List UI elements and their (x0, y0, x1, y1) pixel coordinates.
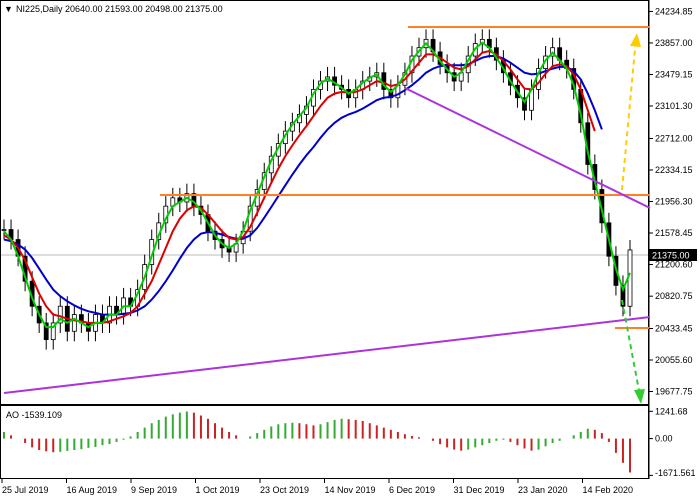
candle-body (522, 97, 527, 111)
time-tick-label: 16 Aug 2019 (67, 485, 118, 495)
ao-tick-label: 1241.68 (655, 406, 688, 416)
candle-body (1, 229, 7, 231)
ma-mid-line (3, 49, 596, 324)
ao-histogram (3, 411, 631, 473)
candle-body (50, 322, 56, 341)
time-tick-label: 6 Dec 2019 (389, 485, 435, 495)
price-tick-label: 20820.75 (655, 291, 693, 301)
price-tick-label: 19677.75 (655, 387, 693, 397)
ao-indicator-label: AO -1539.109 (6, 410, 62, 420)
price-tick-label: 20055.60 (655, 355, 693, 365)
price-tick-label: 22712.00 (655, 133, 693, 143)
ao-panel-frame (0, 405, 649, 479)
ao-tick-label: -1671.561 (655, 468, 696, 478)
candle-body (620, 285, 626, 307)
forecast-down-arrow-line (621, 299, 641, 397)
chart-header-arrow-icon: ▼ (4, 4, 13, 14)
time-axis-labels: 25 Jul 2019 16 Aug 2019 9 Sep 2019 1 Oct 20… (1, 479, 634, 495)
chart-symbol-header: NI225,Daily 20640.00 21593.00 20498.00 2… (16, 4, 223, 14)
moving-averages-layer (3, 41, 631, 329)
price-tick-label: 22334.15 (655, 165, 693, 175)
trendline-ascending (3, 316, 651, 394)
candle-body (71, 314, 77, 332)
time-tick-label: 1 Oct 2019 (196, 485, 240, 495)
price-panel-frame (0, 0, 649, 405)
price-tick-label: 21200.60 (655, 260, 693, 270)
price-tick-label: 20433.45 (655, 323, 693, 333)
price-tick-label: 23101.30 (655, 101, 693, 111)
time-tick-label: 25 Jul 2019 (2, 485, 49, 495)
forecast-down-arrowhead (634, 389, 645, 404)
price-tick-label: 21578.45 (655, 228, 693, 238)
price-tick-label: 23857.00 (655, 38, 693, 48)
time-tick-label: 9 Sep 2019 (131, 485, 177, 495)
current-price-tag: 21375.00 (652, 251, 690, 261)
ma-fast-line (3, 41, 631, 329)
ao-tick-label: 0.00 (655, 434, 673, 444)
candle-body (57, 305, 63, 324)
price-axis-labels: 24234.85 23857.00 23479.15 23101.30 22712.00… (649, 6, 693, 397)
candle-body (43, 322, 49, 341)
time-tick-label: 31 Dec 2019 (454, 485, 505, 495)
ao-axis-labels: 1241.68 0.00 -1671.561 (649, 406, 696, 478)
time-tick-label: 23 Oct 2019 (260, 485, 309, 495)
forecast-up-arrowhead (630, 33, 641, 47)
time-tick-label: 14 Feb 2020 (583, 485, 634, 495)
forecast-up-arrow-line (621, 37, 637, 191)
time-tick-label: 23 Jan 2020 (518, 485, 568, 495)
time-tick-label: 14 Nov 2019 (325, 485, 376, 495)
price-tick-label: 23479.15 (655, 69, 693, 79)
price-tick-label: 24234.85 (655, 6, 693, 16)
price-tick-label: 21956.30 (655, 196, 693, 206)
current-price-tag-bg (649, 249, 697, 261)
ma-slow-line (3, 55, 603, 316)
trendline-descending (404, 87, 651, 209)
annotations-layer (3, 26, 651, 404)
